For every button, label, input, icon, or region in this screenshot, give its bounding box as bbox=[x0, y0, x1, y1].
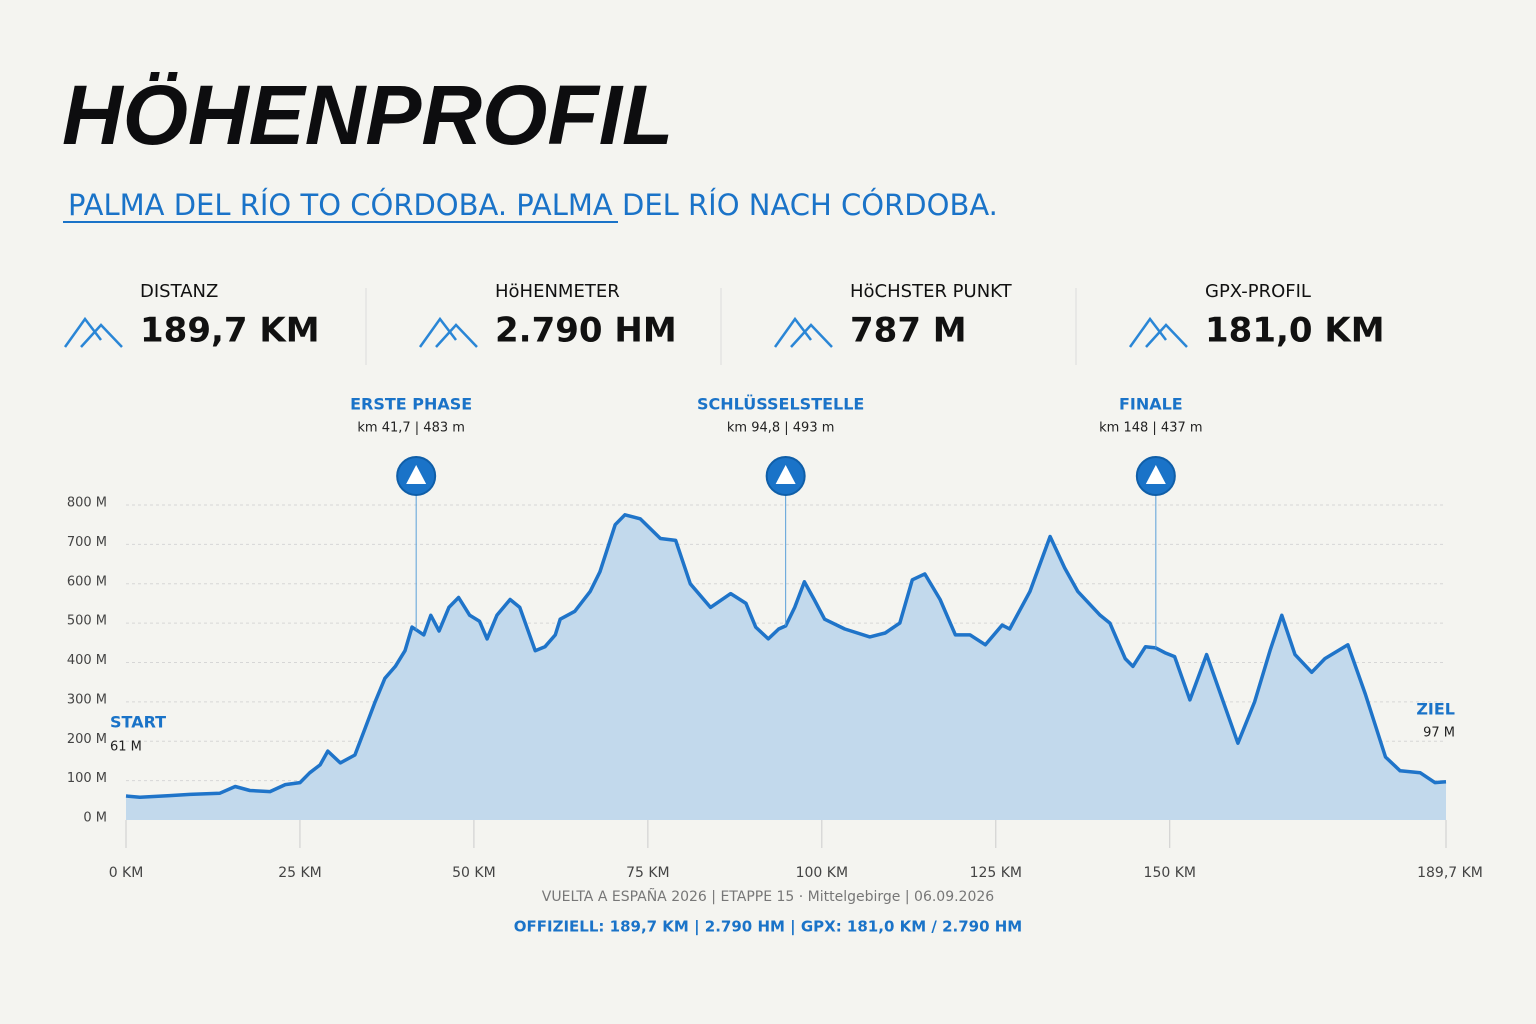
profile-line bbox=[125, 513, 1447, 799]
y-tick-label: 200 M bbox=[67, 732, 107, 747]
x-tick-label: 25 KM bbox=[278, 865, 322, 881]
annotation-text: km 148 | 437 m bbox=[1099, 421, 1202, 436]
mountain-icon bbox=[63, 316, 123, 348]
start-value: 61 M bbox=[110, 740, 142, 755]
area-fill bbox=[126, 514, 1446, 820]
stat-value: 189,7 KM bbox=[140, 311, 320, 351]
annotation-title: FINALE bbox=[1119, 395, 1183, 414]
chart: 0 M 100 M 200 M 300 M 400 M 500 M 600 M 700 M 80… bbox=[67, 395, 1483, 882]
stat-label: HöCHSTER PUNKT bbox=[850, 281, 1013, 302]
mountain-icon bbox=[1128, 316, 1188, 348]
annotation-title: SCHLÜSSELSTELLE bbox=[697, 395, 864, 414]
mountain-icon bbox=[773, 316, 833, 348]
subtitle: PALMA DEL RÍO TO CÓRDOBA. PALMA DEL RÍO … bbox=[68, 188, 998, 222]
y-tick-label: 800 M bbox=[67, 496, 107, 511]
mountain-icon bbox=[418, 316, 478, 348]
y-tick-label: 0 M bbox=[83, 811, 107, 826]
stat-label: DISTANZ bbox=[140, 281, 218, 302]
end-value: 97 M bbox=[1423, 726, 1455, 741]
marker-icon bbox=[775, 465, 796, 484]
x-tick-label: 189,7 KM bbox=[1417, 865, 1483, 881]
marker-icon bbox=[1145, 465, 1166, 484]
stat-value: 2.790 HM bbox=[495, 311, 677, 351]
y-tick-label: 500 M bbox=[67, 614, 107, 629]
x-tick-label: 150 KM bbox=[1144, 865, 1196, 881]
y-tick-label: 300 M bbox=[67, 692, 107, 707]
y-tick-label: 400 M bbox=[67, 653, 107, 668]
x-tick-label: 100 KM bbox=[796, 865, 848, 881]
end-label: ZIEL bbox=[1416, 700, 1455, 719]
annotation-text: km 41,7 | 483 m bbox=[357, 421, 465, 436]
x-tick-label: 75 KM bbox=[626, 865, 670, 881]
stat-label: GPX-PROFIL bbox=[1205, 281, 1311, 302]
x-tick-label: 50 KM bbox=[452, 865, 496, 881]
title: HÖHENPROFIL bbox=[62, 68, 673, 162]
stats: DISTANZ 189,7 KM HöHENMETER 2.790 HM HöCHSTE… bbox=[63, 281, 1385, 365]
stat-value: 787 M bbox=[850, 311, 967, 351]
footer-summary: OFFIZIELL: 189,7 KM | 2.790 HM | GPX: 18… bbox=[514, 918, 1022, 937]
y-tick-label: 100 M bbox=[67, 771, 107, 786]
y-tick-label: 600 M bbox=[67, 574, 107, 589]
x-tick-label: 125 KM bbox=[970, 865, 1022, 881]
annotation-text: km 94,8 | 493 m bbox=[727, 421, 835, 436]
footer-info: VUELTA A ESPAÑA 2026 | ETAPPE 15 · Mitte… bbox=[542, 888, 995, 905]
x-tick-label: 0 KM bbox=[109, 865, 144, 881]
stat-label: HöHENMETER bbox=[495, 281, 620, 302]
start-label: START bbox=[110, 713, 166, 732]
annotation-title: ERSTE PHASE bbox=[350, 395, 472, 414]
marker-icon bbox=[406, 465, 427, 484]
y-tick-label: 700 M bbox=[67, 535, 107, 550]
stat-value: 181,0 KM bbox=[1205, 311, 1385, 351]
